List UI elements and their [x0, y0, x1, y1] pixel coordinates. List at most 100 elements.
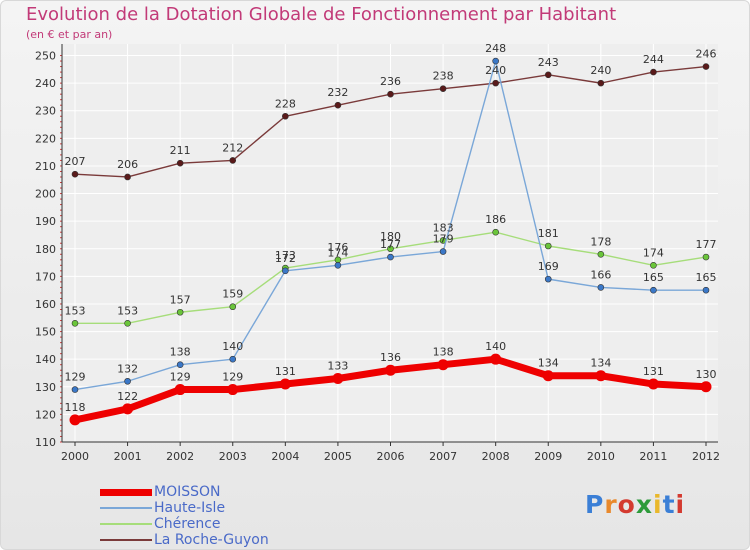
data-point: [124, 173, 131, 181]
data-point: [387, 253, 394, 261]
data-label: 134: [538, 357, 559, 370]
data-label: 238: [433, 70, 454, 83]
data-label: 228: [275, 97, 296, 110]
legend-swatch: [100, 523, 152, 525]
logo-letter: i: [653, 490, 663, 519]
data-label: 240: [485, 64, 506, 77]
logo-letter: t: [662, 490, 676, 519]
data-point: [542, 370, 554, 382]
data-point: [702, 286, 710, 294]
data-label: 169: [538, 260, 559, 273]
data-label: 134: [590, 357, 611, 370]
data-point: [124, 319, 131, 327]
data-point: [387, 245, 394, 253]
data-point: [71, 319, 79, 327]
data-point: [385, 364, 396, 376]
y-tick-label: 200: [35, 188, 56, 201]
data-label: 166: [590, 268, 611, 281]
legend-swatch: [100, 507, 152, 509]
data-point: [492, 57, 499, 65]
data-point: [282, 112, 289, 120]
legend-swatch: [100, 488, 152, 496]
data-point: [597, 284, 605, 291]
x-tick-label: 2012: [692, 450, 720, 463]
data-label: 131: [643, 365, 664, 378]
data-point: [597, 79, 605, 87]
data-point: [492, 228, 499, 236]
data-point: [176, 308, 184, 316]
y-tick-label: 150: [35, 326, 56, 339]
x-tick-label: 2003: [219, 450, 247, 463]
data-label: 173: [275, 249, 296, 262]
legend-label: La Roche-Guyon: [154, 532, 269, 548]
data-label: 138: [433, 346, 454, 359]
logo-letter: o: [617, 490, 636, 519]
x-tick-label: 2008: [482, 450, 510, 463]
logo-letter: x: [635, 490, 653, 519]
data-point: [437, 359, 449, 371]
axes: 110 120 130 140 150 160 170 180 190 200 210 220 230 2…: [35, 44, 720, 463]
data-label: 153: [65, 304, 86, 317]
y-tick-label: 170: [35, 270, 56, 283]
data-label: 140: [485, 340, 506, 353]
chart-title: Evolution de la Dotation Globale de Fonc…: [26, 4, 617, 25]
data-label: 136: [380, 351, 401, 364]
data-label: 130: [696, 368, 717, 381]
data-point: [492, 79, 499, 87]
data-point: [650, 262, 657, 269]
data-label: 165: [643, 271, 664, 284]
data-label: 178: [590, 235, 611, 248]
data-label: 129: [170, 371, 191, 384]
proxiti-logo: Proxiti: [585, 490, 685, 519]
data-point: [544, 71, 552, 79]
data-label: 211: [170, 144, 191, 157]
data-label: 248: [485, 42, 506, 55]
data-label: 244: [643, 53, 664, 66]
data-point: [647, 378, 659, 390]
data-label: 186: [485, 213, 506, 226]
x-tick-label: 2011: [639, 450, 667, 463]
data-label: 177: [696, 238, 717, 251]
data-label: 236: [380, 75, 401, 88]
data-point: [176, 361, 184, 369]
data-label: 172: [275, 252, 296, 265]
data-point: [490, 353, 502, 365]
data-label: 157: [170, 293, 191, 306]
series: [69, 57, 712, 426]
data-point: [544, 242, 552, 250]
y-tick-label: 250: [35, 50, 56, 63]
data-point: [334, 101, 342, 109]
data-point: [332, 373, 344, 385]
data-label: 180: [380, 230, 401, 243]
data-label: 140: [222, 340, 243, 353]
data-label: 138: [170, 346, 191, 359]
data-point: [279, 378, 291, 390]
data-label: 246: [696, 48, 717, 61]
data-point: [595, 370, 607, 382]
data-label: 206: [117, 158, 138, 171]
data-label: 176: [327, 241, 348, 254]
data-point: [124, 377, 131, 385]
x-tick-label: 2009: [534, 450, 562, 463]
data-point: [439, 248, 447, 255]
data-label: 153: [117, 304, 138, 317]
data-point: [387, 90, 394, 98]
data-point: [229, 355, 237, 363]
chart-subtitle: (en € et par an): [26, 28, 113, 41]
data-point: [650, 68, 657, 76]
data-point: [227, 384, 239, 396]
data-point: [597, 250, 605, 258]
x-tick-label: 2005: [324, 450, 352, 463]
data-point: [702, 63, 710, 70]
data-label: 129: [65, 371, 86, 384]
y-tick-label: 190: [35, 215, 56, 228]
data-label: 132: [117, 362, 138, 375]
data-point: [439, 85, 447, 92]
data-label: 133: [327, 360, 348, 373]
data-labels: 207 206 211 212 228 232 236 238 240 243 240 244 246 1…: [65, 42, 717, 414]
data-label: 181: [538, 227, 559, 240]
legend-swatch: [100, 539, 152, 541]
data-label: 118: [65, 401, 86, 414]
data-label: 129: [222, 371, 243, 384]
